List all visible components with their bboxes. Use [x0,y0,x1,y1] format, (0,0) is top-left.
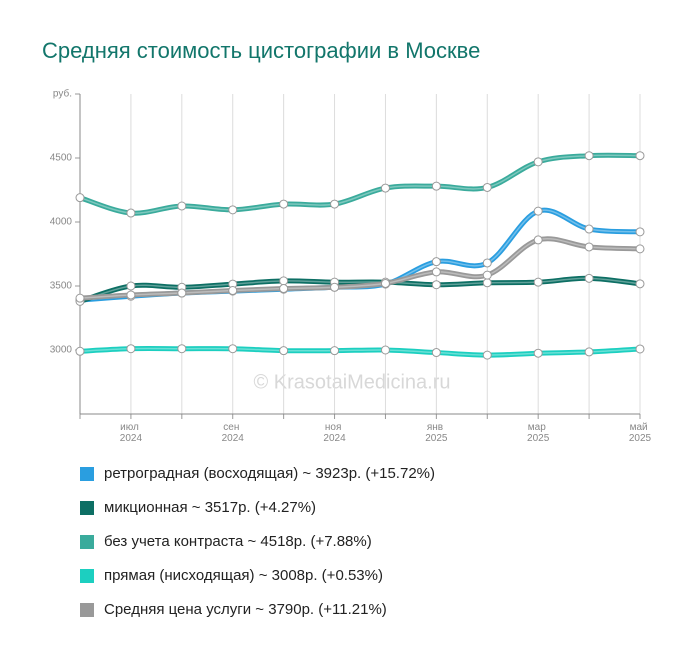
y-tick-label: 3500 [50,281,73,292]
point [279,276,289,286]
point [177,201,187,211]
point [635,227,645,237]
point [75,293,85,303]
point [431,348,441,358]
legend-swatch [80,603,94,617]
point [279,199,289,209]
legend-label: ретроградная (восходящая) ~ 3923р. (+15.… [104,465,435,482]
point [126,281,136,291]
y-tick-label: 3000 [50,345,73,356]
point [584,242,594,252]
point [482,258,492,268]
legend-swatch [80,569,94,583]
point [584,151,594,161]
point [482,270,492,280]
point [431,267,441,277]
point [584,224,594,234]
point [228,344,238,354]
x-tick-label: июл 2024 [120,422,143,444]
legend-label: без учета контраста ~ 4518р. (+7.88%) [104,533,372,550]
series-line [79,152,641,216]
point [380,183,390,193]
point [330,199,340,209]
legend-swatch [80,535,94,549]
x-tick-label: янв 2025 [425,422,448,444]
legend-label: прямая (нисходящая) ~ 3008р. (+0.53%) [104,567,383,584]
chart-title: Средняя стоимость цистографии в Москве [42,38,480,63]
x-tick-label: мар 2025 [527,422,550,444]
series-line-highlight [79,154,641,214]
point [126,208,136,218]
point [533,206,543,216]
point [635,279,645,289]
point [330,282,340,292]
point [482,182,492,192]
point [177,344,187,354]
x-tick-label: ноя 2024 [323,422,346,444]
legend-swatch [80,467,94,481]
point [635,244,645,254]
point [431,181,441,191]
point [482,350,492,360]
legend-swatch [80,501,94,515]
point [482,278,492,288]
legend-label: микционная ~ 3517р. (+4.27%) [104,499,316,516]
watermark: © KrasotaiMedicina.ru [253,371,450,393]
y-tick-label: 4500 [50,153,73,164]
point [431,280,441,290]
point [279,346,289,356]
legend-label: Средняя цена услуги ~ 3790р. (+11.21%) [104,601,387,618]
point [380,278,390,288]
point [584,273,594,283]
point [228,285,238,295]
point [279,284,289,294]
x-tick-label: сен 2024 [222,422,245,444]
point [126,344,136,354]
point [380,345,390,355]
point [584,347,594,357]
point [330,346,340,356]
x-tick-label: май 2025 [629,422,652,444]
point [75,346,85,356]
point [635,344,645,354]
point [533,157,543,167]
point [533,348,543,358]
point [533,277,543,287]
point [126,290,136,300]
y-tick-label: 4000 [50,217,73,228]
point [431,257,441,267]
point [228,205,238,215]
y-tick-label: руб. [53,88,72,100]
point [533,235,543,245]
point [75,193,85,203]
point [635,151,645,161]
point [177,288,187,298]
